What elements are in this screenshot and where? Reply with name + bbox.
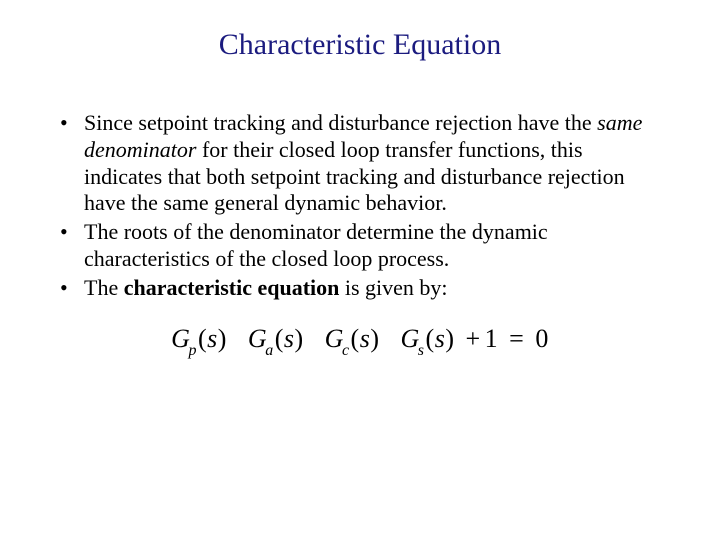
text-run: The roots of the denominator determine t… [84, 219, 548, 271]
characteristic-equation: Gp(s) Ga(s) Gc(s) Gs(s) +1 = 0 [48, 324, 672, 358]
eq-equals: = [509, 324, 524, 353]
bullet-list: Since setpoint tracking and disturbance … [48, 110, 672, 302]
eq-sub: c [342, 342, 350, 359]
text-run-bold: characteristic equation [124, 275, 340, 300]
eq-term: Gp(s) [171, 324, 234, 353]
slide-title: Characteristic Equation [48, 28, 672, 62]
eq-term: Gs(s) [401, 324, 462, 353]
eq-paren: ) [445, 324, 454, 353]
eq-paren: ) [218, 324, 227, 353]
text-run: Since setpoint tracking and disturbance … [84, 110, 597, 135]
eq-arg: s [284, 324, 295, 353]
eq-zero: 0 [535, 324, 549, 353]
eq-arg: s [207, 324, 218, 353]
bullet-item: The characteristic equation is given by: [56, 275, 654, 302]
eq-term: Gc(s) [325, 324, 387, 353]
eq-paren: ) [294, 324, 303, 353]
eq-arg: s [435, 324, 446, 353]
eq-sub: a [265, 342, 274, 359]
eq-paren: ( [426, 324, 435, 353]
text-run: is given by: [339, 275, 447, 300]
eq-paren: ( [198, 324, 207, 353]
eq-paren: ( [275, 324, 284, 353]
eq-sym: G [401, 324, 420, 353]
eq-sub: p [188, 342, 197, 359]
eq-paren: ) [370, 324, 379, 353]
eq-paren: ( [351, 324, 360, 353]
slide: Characteristic Equation Since setpoint t… [0, 0, 720, 540]
eq-one: 1 [485, 324, 499, 353]
bullet-item: Since setpoint tracking and disturbance … [56, 110, 654, 217]
eq-sub: s [418, 342, 425, 359]
bullet-item: The roots of the denominator determine t… [56, 219, 654, 273]
eq-arg: s [360, 324, 371, 353]
eq-plus: + [466, 324, 481, 353]
eq-term: Ga(s) [248, 324, 311, 353]
text-run: The [84, 275, 124, 300]
